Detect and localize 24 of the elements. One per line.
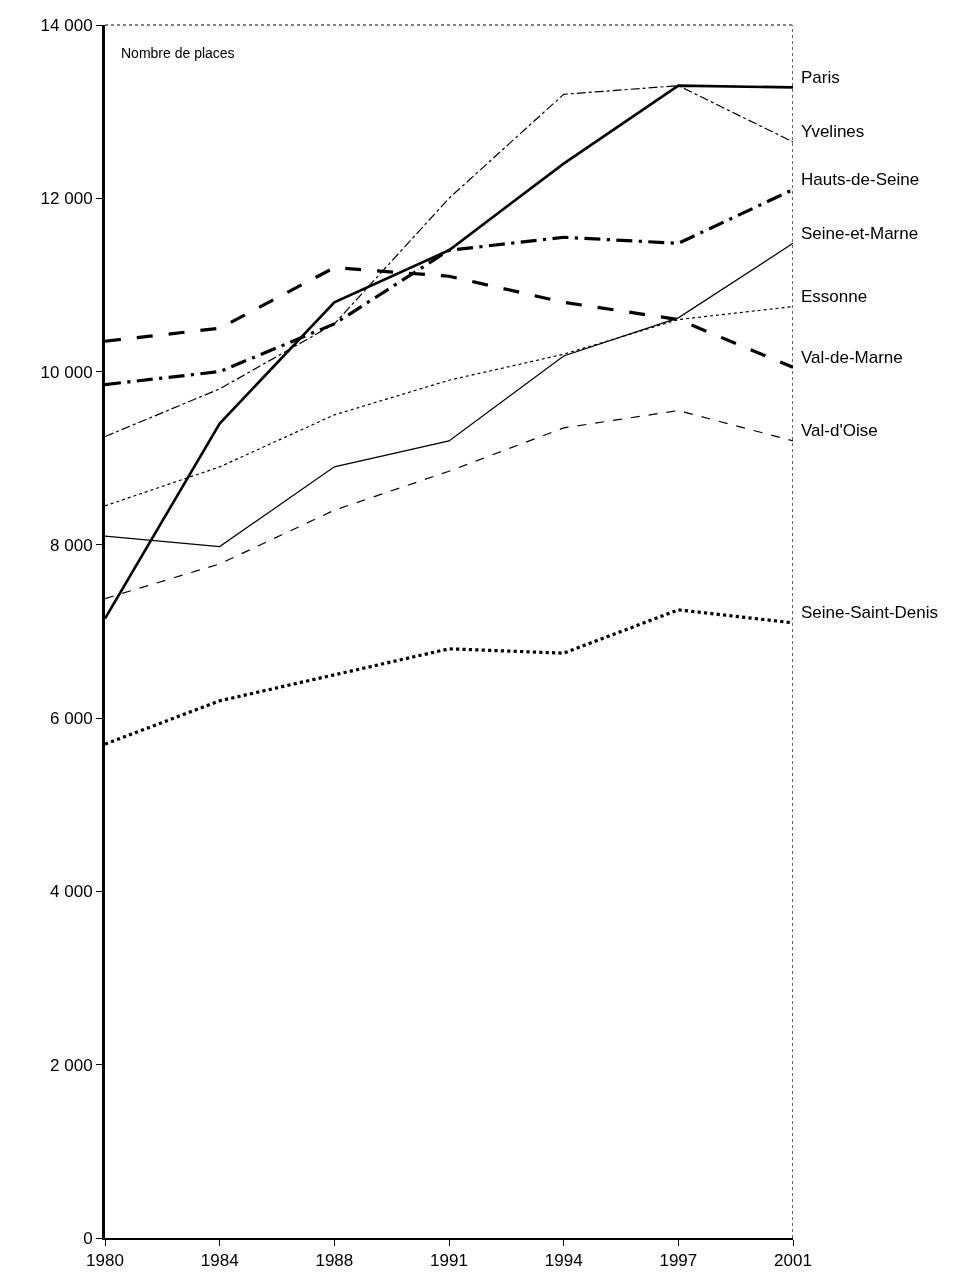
annotation: Nombre de places	[121, 45, 235, 61]
series-label: Yvelines	[801, 122, 865, 141]
x-tick-label: 1994	[544, 1251, 583, 1271]
x-tick-label: 1991	[430, 1251, 468, 1271]
series-label: Essonne	[801, 287, 868, 306]
x-tick-label: 1980	[86, 1251, 124, 1271]
y-tick-label: 12 000	[40, 189, 93, 209]
y-tick-label: 0	[83, 1228, 93, 1248]
y-tick-label: 10 000	[40, 362, 93, 382]
series-label: Seine-et-Marne	[801, 224, 919, 243]
x-tick-label: 1997	[659, 1251, 698, 1271]
y-tick-label: 6 000	[50, 709, 93, 729]
series-label: Val-de-Marne	[801, 348, 903, 367]
y-tick-label: 8 000	[50, 535, 93, 555]
x-tick-label: 1988	[315, 1251, 354, 1271]
y-tick-label: 14 000	[40, 15, 93, 35]
y-tick-label: 2 000	[50, 1055, 93, 1075]
x-tick-label: 1984	[200, 1251, 239, 1271]
series-label: Paris	[801, 68, 840, 87]
y-tick-label: 4 000	[50, 882, 93, 902]
series-label: Val-d'Oise	[801, 421, 878, 440]
series-label: Hauts-de-Seine	[801, 170, 920, 189]
series-label: Seine-Saint-Denis	[801, 603, 939, 622]
x-tick-label: 2001	[774, 1251, 812, 1271]
